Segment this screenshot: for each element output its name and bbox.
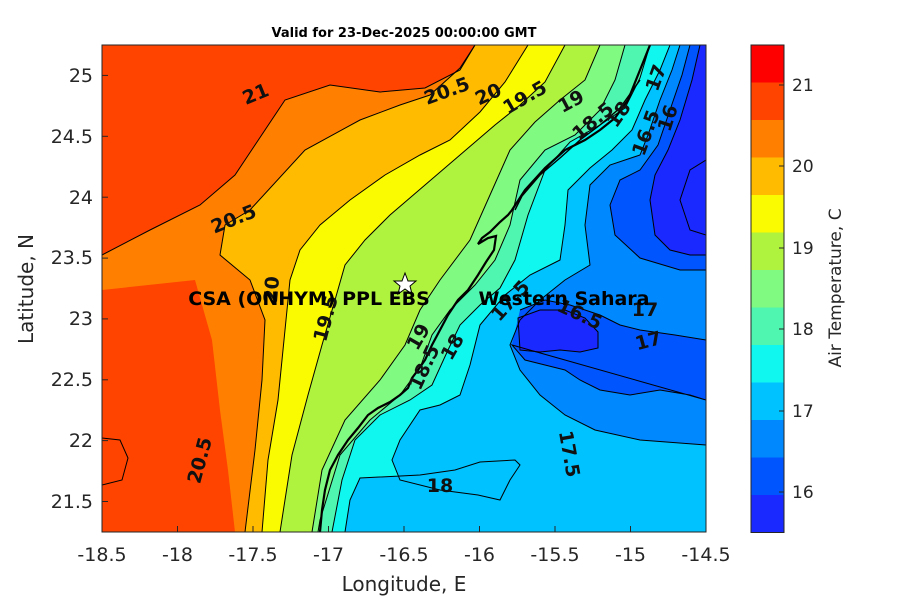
colorbar-tick-label: 17 xyxy=(792,402,814,422)
figure-title: Valid for 23-Dec-2025 00:00:00 GMT xyxy=(272,26,537,41)
site-name-label: CSA (ONHYM) PPL EBS xyxy=(188,288,430,310)
site-region-label: Western Sahara xyxy=(479,288,650,310)
x-tick-label: -18 xyxy=(162,544,193,566)
contour-label: 17 xyxy=(632,299,658,321)
colorbar-label: Air Temperature, C xyxy=(826,208,846,367)
x-tick-label: -14.5 xyxy=(681,544,730,566)
x-axis-label: Longitude, E xyxy=(342,572,467,596)
site-star-icon xyxy=(392,271,418,296)
coastline xyxy=(318,45,652,532)
x-tick-label: -18.5 xyxy=(77,544,126,566)
y-tick-label: 21.5 xyxy=(51,491,93,513)
colorbar-segment xyxy=(751,195,784,233)
x-tick-label: -17 xyxy=(313,544,344,566)
contour-label: 20 xyxy=(260,275,284,303)
y-tick-label: 23 xyxy=(69,308,93,330)
y-axis-label: Latitude, N xyxy=(14,234,38,344)
colorbar-tick-label: 19 xyxy=(792,239,814,259)
x-tick-label: -15 xyxy=(615,544,646,566)
colorbar-segment xyxy=(751,232,784,270)
y-tick-label: 24 xyxy=(69,187,93,209)
colorbar-segment xyxy=(751,307,784,345)
colorbar-segment xyxy=(751,157,784,195)
colorbar-segment xyxy=(751,270,784,308)
colorbar-segment xyxy=(751,82,784,120)
colorbar-segment xyxy=(751,345,784,383)
y-axis: 21.5 22 22.5 23 23.5 24 24.5 25 Latitude… xyxy=(14,65,108,513)
colorbar-segment xyxy=(751,382,784,420)
y-tick-label: 22 xyxy=(69,430,93,452)
colorbar-segment xyxy=(751,45,784,83)
colorbar-frame xyxy=(750,44,785,533)
x-axis: -18.5 -18 -17.5 -17 -16.5 -16 -15.5 -15 … xyxy=(77,526,731,596)
colorbar-segment xyxy=(751,495,784,533)
contour-label: 18 xyxy=(427,475,453,497)
y-tick-label: 25 xyxy=(69,65,93,87)
colorbar-segment xyxy=(751,420,784,458)
x-tick-label: -17.5 xyxy=(228,544,277,566)
site-marker: CSA (ONHYM) PPL EBS Western Sahara xyxy=(188,271,650,310)
contour-field xyxy=(102,45,706,532)
x-tick-label: -16 xyxy=(464,544,495,566)
x-tick-label: -15.5 xyxy=(530,544,579,566)
colorbar: 16 17 18 19 20 21 Air Temperature, C xyxy=(750,44,846,533)
colorbar-segment xyxy=(751,457,784,495)
band-16 xyxy=(518,45,706,352)
colorbar-tick-label: 16 xyxy=(792,483,814,503)
colorbar-tick-label: 20 xyxy=(792,157,814,177)
x-tick-label: -16.5 xyxy=(379,544,428,566)
colorbar-segment xyxy=(751,120,784,158)
colorbar-tick-label: 21 xyxy=(792,76,814,96)
colorbar-tick-label: 18 xyxy=(792,320,814,340)
y-tick-label: 22.5 xyxy=(51,369,93,391)
y-tick-label: 24.5 xyxy=(51,126,93,148)
y-tick-label: 23.5 xyxy=(51,247,93,269)
